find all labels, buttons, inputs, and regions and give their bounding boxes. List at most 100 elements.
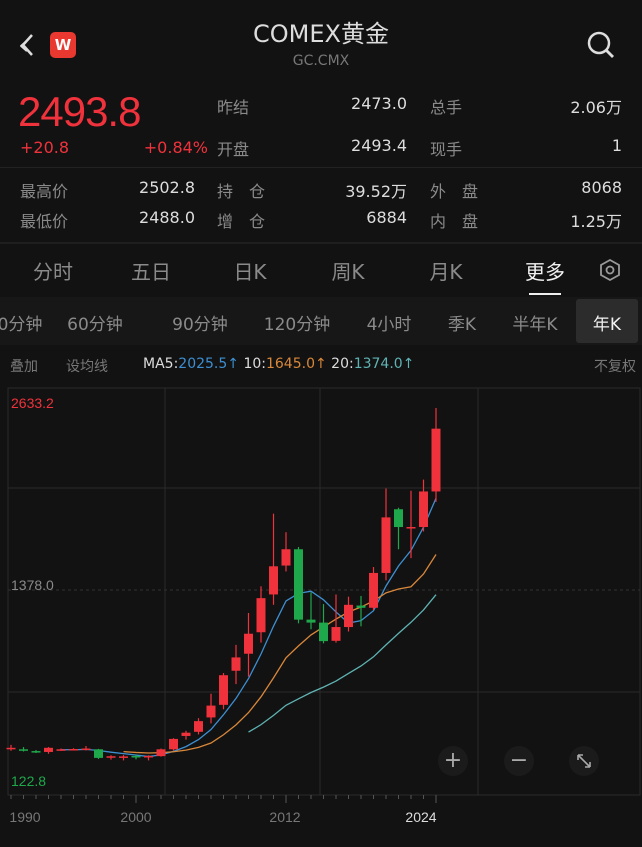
field-value: 2473.0 [351,94,407,113]
candle-body [56,749,66,751]
set-ma-button[interactable]: 设均线 [66,359,108,375]
field-label: 总手 [430,98,463,117]
overlay-button[interactable]: 叠加 [10,359,38,375]
candle-body [156,749,166,757]
field-value: 2.06万 [570,98,622,117]
field-label: 外 盘 [430,182,479,201]
ma5-value: 2025.5↑ [178,356,239,372]
x-tick-label: 2012 [269,809,300,825]
field-value: 1 [611,136,622,155]
candle-body [269,566,278,595]
candles [6,408,441,761]
search-icon[interactable] [586,30,616,60]
zoom-out-button[interactable]: − [504,746,534,776]
field-value: 6884 [366,208,407,227]
period-subtabs [0,297,642,345]
field-label: 最低价 [20,212,69,231]
app-logo: W [50,32,76,58]
field-label: 昨结 [217,98,250,117]
field-label: 持 仓 [217,182,266,201]
x-tick-label: 2024 [405,809,436,825]
chevron-left-icon[interactable] [18,32,38,58]
field-value: 8068 [581,178,622,197]
candle-body [356,605,366,608]
settings-icon[interactable] [598,258,622,282]
candle-body [81,748,91,751]
candle-body [344,604,353,628]
field-label: 最高价 [20,182,69,201]
ma10-label: 10: [243,356,266,372]
tab-weekly-k[interactable]: 周K [331,260,365,284]
adjust-mode-button[interactable]: 不复权 [594,359,636,375]
ma20-value: 1374.0↑ [353,356,415,372]
tab-more[interactable]: 更多 [525,260,565,284]
candle-body [306,619,316,623]
last-price: 2493.8 [18,88,141,135]
subtab-90min[interactable]: 90分钟 [172,315,228,335]
tab-intraday[interactable]: 分时 [33,260,73,284]
subtab-yearly-k[interactable]: 年K [592,315,622,335]
ma-lines [60,498,437,758]
tab-daily-k[interactable]: 日K [233,260,267,284]
subtab-4hour[interactable]: 4小时 [366,315,412,335]
field-value: 1.25万 [570,212,622,231]
symbol-code: GC.CMX [292,53,350,69]
candle-body [119,756,128,758]
candle-body [256,598,266,633]
candle-body [431,428,441,492]
candle-body [31,751,41,753]
subtab-60min[interactable]: 60分钟 [67,315,123,335]
ma5-line [60,498,437,758]
chart-frame [7,387,641,796]
expand-icon[interactable] [569,746,599,776]
tab-five-day[interactable]: 五日 [131,260,171,284]
active-tab-underline [529,293,561,295]
candle-body [406,527,416,529]
ma10-line [123,554,437,754]
divider [0,167,642,168]
candle-body [281,549,291,566]
candle-body [219,675,228,705]
candle-body [294,549,303,620]
subtab-quarterly-k[interactable]: 季K [447,315,477,335]
divider [0,242,642,244]
field-value: 2502.8 [139,178,195,197]
candle-body [144,755,153,758]
candle-body [381,517,391,573]
y-mid-label: 1378.0 [11,577,54,593]
y-max-label: 2633.2 [11,395,54,411]
ma20-line [248,594,437,733]
candle-body [6,747,16,750]
chart-grid [7,387,641,803]
candle-body [131,755,141,758]
subtab-30min[interactable]: 0分钟 [0,315,43,335]
tab-monthly-k[interactable]: 月K [429,260,463,284]
field-value: 2488.0 [139,208,195,227]
subtab-halfyear-k[interactable]: 半年K [512,315,558,335]
candle-body [106,756,116,758]
candle-body [394,509,403,528]
ma-legend: MA5:2025.5↑ 10:1645.0↑ 20:1374.0↑ [143,356,414,372]
zoom-in-button[interactable]: + [438,746,468,776]
subtab-120min[interactable]: 120分钟 [263,315,331,335]
candle-body [181,732,191,736]
field-value: 39.52万 [345,182,407,201]
field-label: 增 仓 [217,212,266,231]
candle-body [194,721,203,732]
active-subtab-bg [576,299,638,343]
field-value: 2493.4 [351,136,407,155]
x-tick-label: 1990 [9,809,40,825]
candle-body [331,627,341,641]
ma20-label: 20: [331,356,354,372]
candle-body [369,572,378,608]
candle-body [169,738,178,750]
candle-body [231,657,241,671]
field-label: 内 盘 [430,212,479,231]
candle-body [19,749,28,751]
x-tick-label: 2000 [120,809,151,825]
price-change-percent: +0.84% [143,138,208,157]
field-label: 现手 [430,140,463,159]
candle-body [69,749,78,751]
candle-body [44,747,53,752]
